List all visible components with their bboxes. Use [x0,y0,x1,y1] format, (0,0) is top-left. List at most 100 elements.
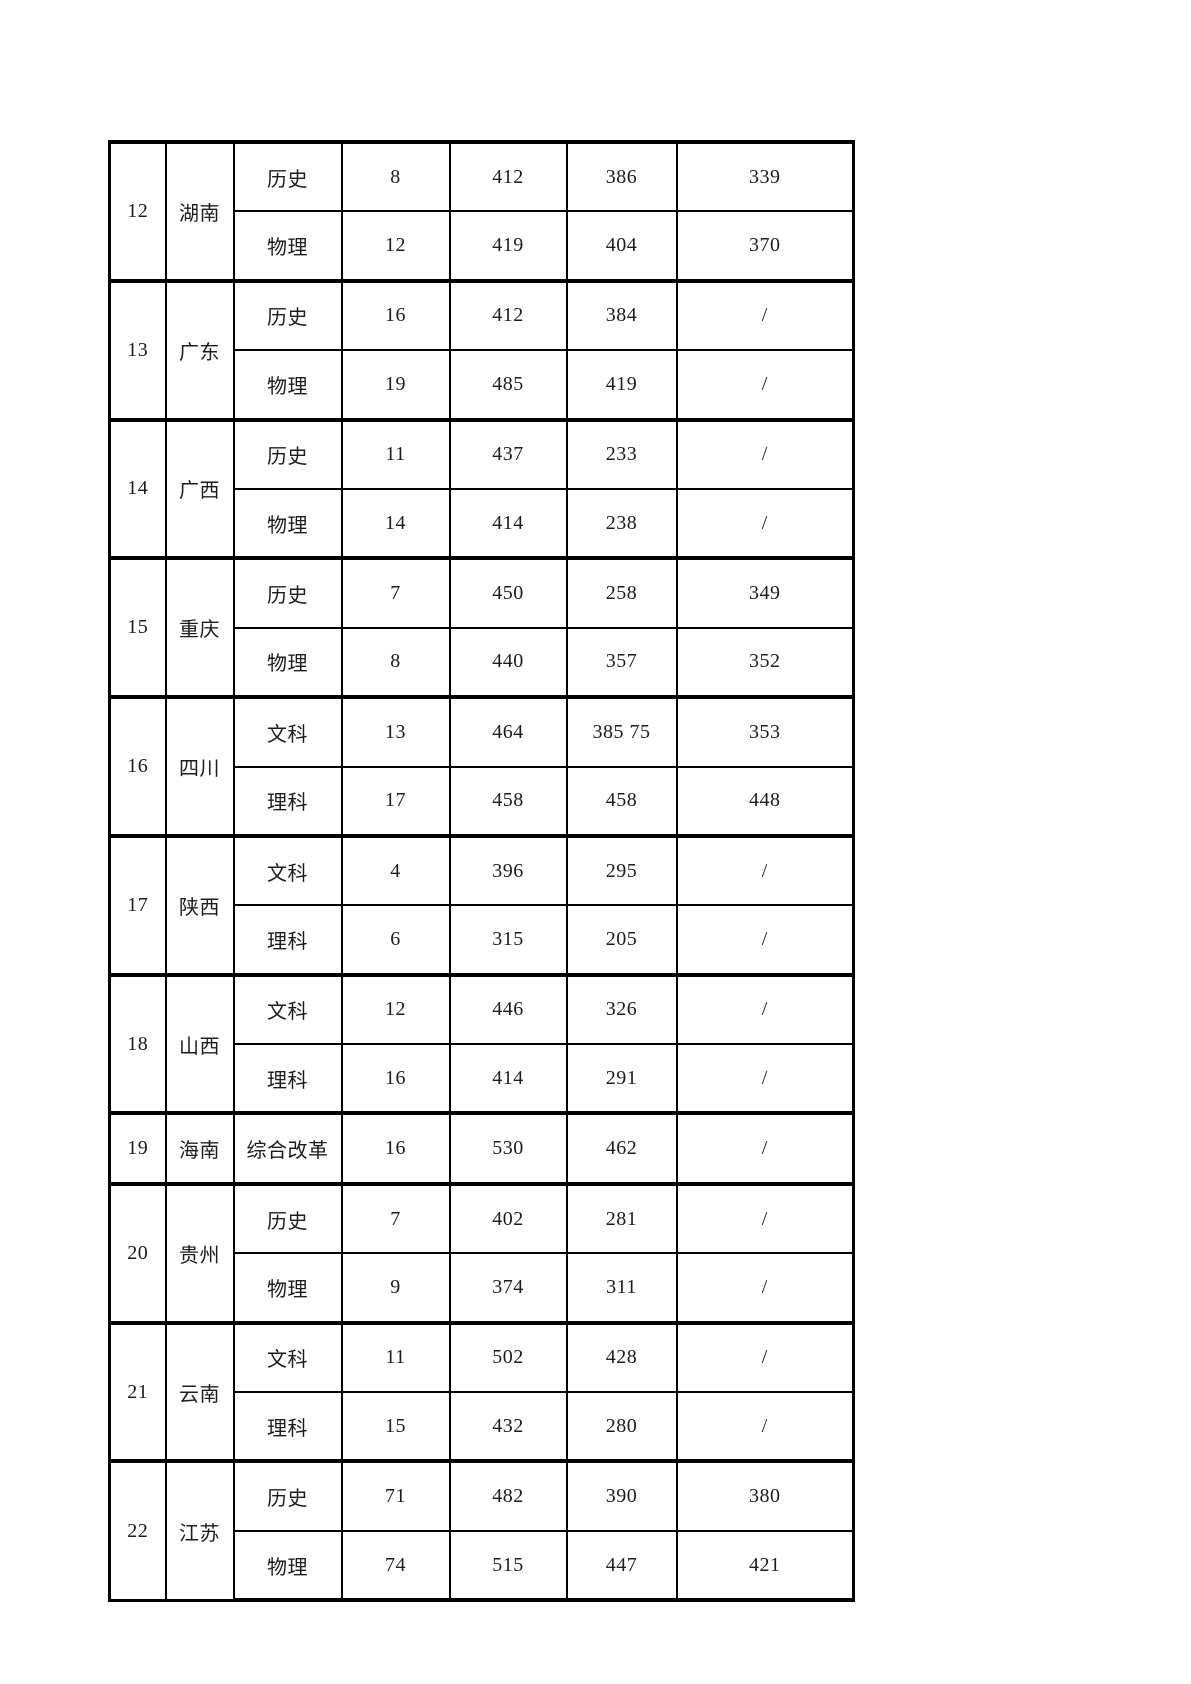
value-cell: 291 [565,1043,678,1114]
value-cell: 502 [448,1320,568,1393]
value-cell: 12 [340,210,451,281]
value-cell: 315 [448,904,568,975]
subject-cell: 理科 [232,1043,343,1114]
value-cell: / [675,349,855,420]
value-cell: / [675,1391,855,1462]
value-cell: 4 [340,833,451,906]
value-cell: 402 [448,1181,568,1254]
index-cell: 20 [108,1181,167,1323]
table-row: 理科 17 458 458 448 [110,765,855,836]
value-cell: / [675,278,855,351]
value-cell: 6 [340,904,451,975]
index-cell: 15 [108,556,167,698]
value-cell: 8 [340,139,451,212]
subject-cell: 文科 [232,972,343,1045]
value-cell: 311 [565,1252,678,1323]
value-cell: 384 [565,278,678,351]
province-cell: 江苏 [164,1459,235,1601]
index-cell: 19 [108,1111,167,1184]
value-cell: 281 [565,1181,678,1254]
value-cell: 485 [448,349,568,420]
subject-cell: 物理 [232,1252,343,1323]
value-cell: 16 [340,278,451,351]
value-cell: 353 [675,695,855,767]
value-cell: / [675,1043,855,1114]
province-cell: 四川 [164,695,235,836]
subject-cell: 历史 [232,278,343,351]
value-cell: / [675,904,855,975]
value-cell: 19 [340,349,451,420]
subject-cell: 物理 [232,1529,343,1603]
table-row: 19 海南 综合改革 16 530 462/ [108,1111,855,1184]
value-cell: 458 [565,765,678,836]
value-cell: / [675,972,855,1045]
table-row: 14 广西 历史 11 437 233/ [108,417,855,559]
index-cell: 12 [108,140,167,281]
province-cell: 山西 [164,972,235,1114]
subject-cell: 物理 [232,210,343,281]
index-cell: 21 [108,1320,167,1462]
province-cell: 海南 [164,1111,235,1184]
table-row: 物理 12 419 404 370 [110,210,855,281]
value-cell: / [675,1111,855,1184]
value-cell: 464 [448,695,568,767]
value-cell: 8 [340,626,451,698]
value-cell: 357 [565,626,678,698]
value-cell: 11 [340,1320,451,1393]
value-cell: 14 [340,487,451,559]
value-cell: 447 [565,1529,678,1603]
value-cell: 404 [565,210,678,281]
value-cell: 71 [340,1459,451,1531]
value-cell: 386 [565,139,678,212]
value-cell: 258 [565,556,678,628]
table-row: 15 重庆 历史 7 450 258 349 [108,556,855,698]
value-cell: / [675,417,855,489]
province-cell: 湖南 [164,140,235,281]
table-row: 18 山西 文科 12 446 326/ [108,972,855,1114]
index-cell: 17 [108,833,167,975]
province-cell: 广东 [164,278,235,420]
subject-cell: 物理 [232,349,343,420]
admission-score-table: 12 湖南 历史 8 412 386 339 物理 12 419 404 370 13 广东 历史 16 412… [108,139,855,1603]
province-cell: 贵州 [164,1181,235,1323]
subject-cell: 物理 [232,487,343,559]
value-cell: 421 [675,1529,855,1603]
value-cell: 419 [448,210,568,281]
value-cell: 15 [340,1391,451,1462]
subject-cell: 理科 [232,904,343,975]
table-row: 物理 14 414 238/ [110,487,855,559]
value-cell: 295 [565,833,678,906]
value-cell: 74 [340,1529,451,1603]
subject-cell: 理科 [232,765,343,836]
table-row: 理科 6 315 205/ [110,904,855,975]
value-cell: 12 [340,972,451,1045]
value-cell: 7 [340,1181,451,1254]
value-cell: 515 [448,1529,568,1603]
value-cell: 17 [340,765,451,836]
value-cell: 385 75 [565,695,678,767]
table-row: 21 云南 文科 11 502 428/ [108,1320,855,1462]
value-cell: 450 [448,556,568,628]
index-cell: 13 [108,278,167,420]
value-cell: / [675,1252,855,1323]
table-row: 理科 15 432 280/ [110,1391,855,1462]
table-row: 22 江苏 历史 71 482 390 380 [108,1459,855,1601]
table-row: 物理 8 440 357 352 [110,626,855,698]
value-cell: 414 [448,1043,568,1114]
subject-cell: 文科 [232,1320,343,1393]
value-cell: 233 [565,417,678,489]
value-cell: / [675,1181,855,1254]
value-cell: 339 [675,139,855,212]
province-cell: 重庆 [164,556,235,698]
value-cell: 349 [675,556,855,628]
province-cell: 广西 [164,417,235,559]
value-cell: 9 [340,1252,451,1323]
value-cell: 437 [448,417,568,489]
province-cell: 云南 [164,1320,235,1462]
table-row: 16 四川 文科 13 464 385 75 353 [108,695,855,836]
table-row: 17 陕西 文科 4 396 295/ [108,833,855,975]
value-cell: 419 [565,349,678,420]
index-cell: 18 [108,972,167,1114]
value-cell: 374 [448,1252,568,1323]
table-row: 物理 74 515 447 421 [110,1529,855,1603]
